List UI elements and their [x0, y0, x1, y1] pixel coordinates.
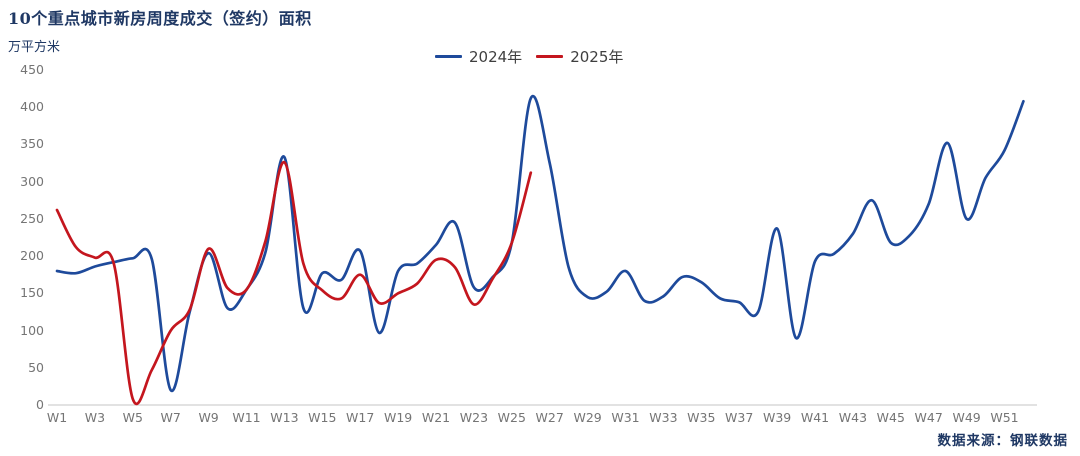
- x-tick-label-W11: W11: [232, 410, 261, 425]
- x-tick-label-W31: W31: [611, 410, 640, 425]
- legend-item-2024: 2024年: [435, 46, 522, 67]
- x-tick-label-W13: W13: [270, 410, 299, 425]
- chart-legend: 2024年 2025年: [435, 46, 623, 67]
- x-tick-label-W3: W3: [84, 410, 106, 425]
- x-tick-label-W19: W19: [383, 410, 413, 425]
- y-tick-label-250: 250: [20, 210, 44, 226]
- y-axis-unit-label: 万平方米: [8, 40, 61, 55]
- x-tick-label-W21: W21: [421, 410, 451, 425]
- x-tick-label-W37: W37: [725, 410, 754, 425]
- x-tick-label-W25: W25: [497, 410, 526, 425]
- series-line-2024: [55, 94, 1025, 393]
- x-tick-label-W29: W29: [573, 410, 602, 425]
- x-tick-label-W23: W23: [459, 410, 489, 425]
- x-tick-label-W33: W33: [649, 410, 678, 425]
- x-tick-label-W35: W35: [687, 410, 716, 425]
- chart-title: 10个重点城市新房周度成交（签约）面积: [8, 9, 312, 28]
- x-tick-label-W43: W43: [838, 410, 868, 425]
- x-tick-label-W39: W39: [762, 410, 792, 425]
- y-tick-label-300: 300: [20, 173, 44, 189]
- legend-label-2025: 2025年: [570, 48, 624, 66]
- x-tick-label-W5: W5: [122, 410, 143, 425]
- x-tick-label-W17: W17: [346, 410, 375, 425]
- legend-label-2024: 2024年: [469, 48, 523, 66]
- y-tick-label-150: 150: [20, 285, 44, 301]
- x-tick-label-W1: W1: [46, 410, 68, 425]
- x-tick-label-W15: W15: [308, 410, 337, 425]
- legend-line-swatch-2024: [435, 54, 462, 59]
- legend-item-2025: 2025年: [536, 46, 623, 67]
- x-tick-label-W47: W47: [914, 410, 943, 425]
- legend-line-swatch-2025: [536, 54, 564, 59]
- x-tick-label-W41: W41: [800, 410, 830, 425]
- series-line-2025: [55, 160, 533, 406]
- y-tick-label-400: 400: [20, 99, 44, 115]
- y-tick-label-0: 0: [36, 397, 44, 412]
- x-tick-label-W7: W7: [160, 410, 181, 425]
- x-tick-label-W9: W9: [198, 410, 219, 425]
- y-tick-label-350: 350: [20, 136, 44, 152]
- y-tick-label-200: 200: [20, 248, 44, 264]
- x-tick-label-W49: W49: [952, 410, 981, 425]
- y-tick-label-450: 450: [20, 62, 44, 77]
- x-tick-label-W45: W45: [876, 410, 905, 425]
- data-source-note: 数据来源：钢联数据: [937, 433, 1068, 449]
- x-tick-label-W27: W27: [535, 410, 564, 425]
- y-tick-label-50: 50: [28, 359, 44, 375]
- x-tick-label-W51: W51: [990, 410, 1019, 425]
- y-tick-label-100: 100: [20, 322, 44, 338]
